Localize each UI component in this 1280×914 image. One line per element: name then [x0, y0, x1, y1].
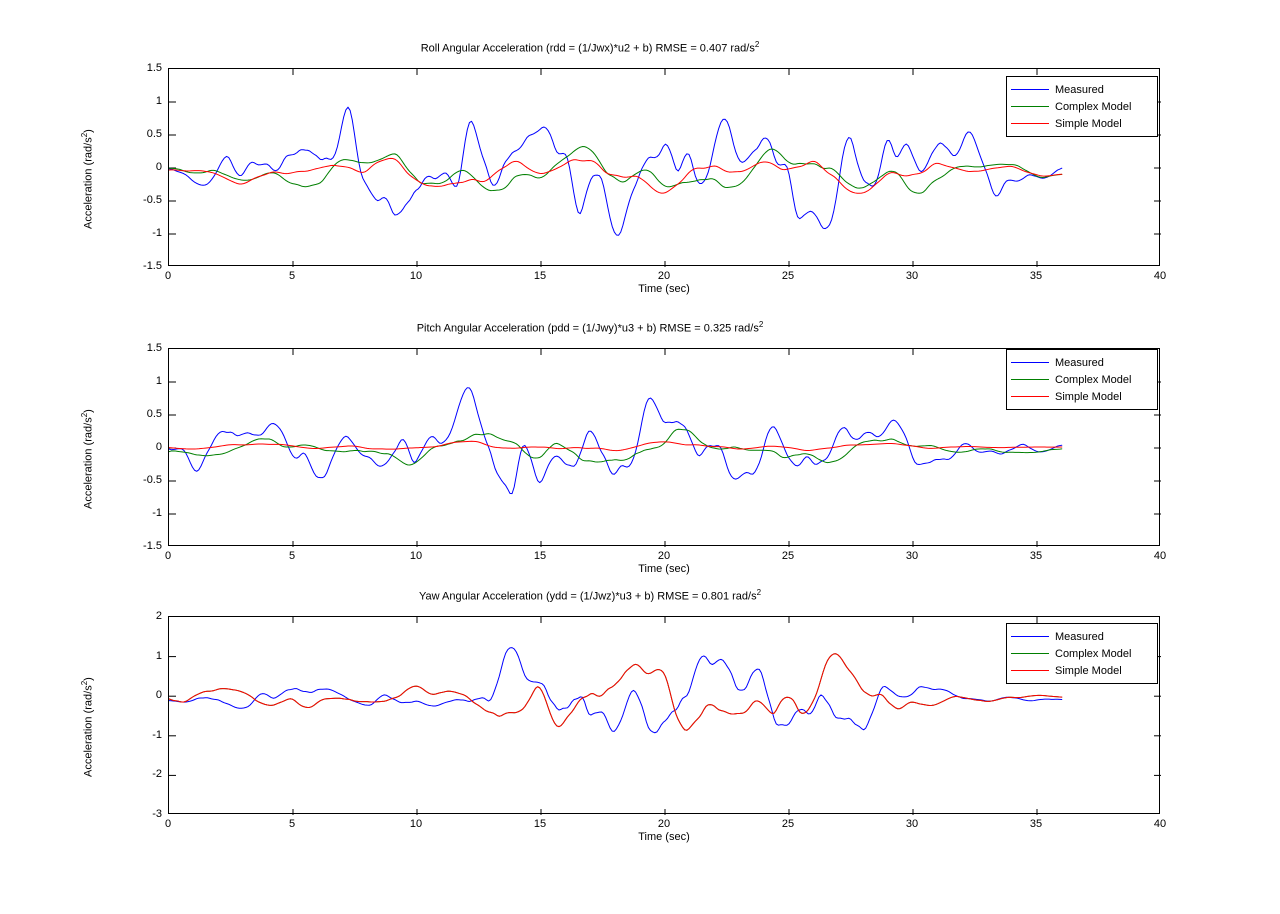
- series-measured: [169, 647, 1063, 734]
- xtick-label: 15: [533, 550, 547, 562]
- legend-line-complex: [1011, 379, 1049, 380]
- xtick-label: 30: [905, 550, 919, 562]
- legend-roll[interactable]: Measured Complex Model Simple Model: [1006, 76, 1158, 137]
- xtick-label: 15: [533, 818, 547, 830]
- legend-entry-measured[interactable]: Measured: [1011, 81, 1151, 98]
- legend-entry-simple[interactable]: Simple Model: [1011, 115, 1151, 132]
- ytick-label: 0.5: [146, 408, 162, 420]
- ytick-label: 1: [155, 95, 162, 107]
- legend-label-simple: Simple Model: [1055, 390, 1122, 403]
- x-axis-label-yaw: Time (sec): [638, 831, 690, 843]
- series-simple: [169, 653, 1063, 731]
- xtick-label: 10: [409, 270, 423, 282]
- xtick-label: 10: [409, 818, 423, 830]
- legend-entry-complex[interactable]: Complex Model: [1011, 371, 1151, 388]
- legend-pitch[interactable]: Measured Complex Model Simple Model: [1006, 349, 1158, 410]
- xtick-label: 5: [288, 270, 296, 282]
- legend-entry-complex[interactable]: Complex Model: [1011, 98, 1151, 115]
- xtick-label: 5: [288, 818, 296, 830]
- ytick-label: 0: [155, 161, 162, 173]
- x-axis-label-pitch: Time (sec): [638, 563, 690, 575]
- xtick-label: 30: [905, 818, 919, 830]
- ytick-label: -1.5: [143, 260, 162, 272]
- ytick-label: 2: [155, 610, 162, 622]
- legend-entry-simple[interactable]: Simple Model: [1011, 388, 1151, 405]
- series-complex: [169, 146, 1063, 194]
- xtick-label: 35: [1029, 270, 1043, 282]
- legend-label-measured: Measured: [1055, 356, 1104, 369]
- series-complex: [169, 653, 1063, 731]
- legend-line-measured: [1011, 89, 1049, 90]
- series-measured: [169, 387, 1063, 495]
- legend-line-measured: [1011, 362, 1049, 363]
- xtick-label: 15: [533, 270, 547, 282]
- legend-label-complex: Complex Model: [1055, 100, 1132, 113]
- subplot-title-yaw: Yaw Angular Acceleration (ydd = (1/Jwz)*…: [418, 588, 762, 603]
- plot-area-roll: [168, 68, 1161, 267]
- ytick-label: 0.5: [146, 128, 162, 140]
- legend-line-simple: [1011, 123, 1049, 124]
- y-axis-label-yaw: Acceleration (rad/s2): [80, 677, 95, 777]
- legend-yaw[interactable]: Measured Complex Model Simple Model: [1006, 623, 1158, 684]
- xtick-label: 35: [1029, 550, 1043, 562]
- xtick-label: 0: [164, 550, 172, 562]
- x-axis-label-roll: Time (sec): [638, 283, 690, 295]
- legend-line-simple: [1011, 670, 1049, 671]
- xtick-label: 25: [781, 270, 795, 282]
- ytick-label: 0: [155, 441, 162, 453]
- legend-line-measured: [1011, 636, 1049, 637]
- legend-label-measured: Measured: [1055, 83, 1104, 96]
- legend-label-measured: Measured: [1055, 630, 1104, 643]
- legend-line-complex: [1011, 653, 1049, 654]
- xtick-label: 25: [781, 550, 795, 562]
- series-simple: [169, 440, 1063, 452]
- ytick-label: -0.5: [143, 474, 162, 486]
- legend-label-simple: Simple Model: [1055, 117, 1122, 130]
- ytick-label: -1: [152, 227, 162, 239]
- xtick-label: 40: [1153, 270, 1167, 282]
- ytick-label: -0.5: [143, 194, 162, 206]
- series-simple: [169, 157, 1063, 194]
- ytick-label: 1: [155, 375, 162, 387]
- legend-entry-simple[interactable]: Simple Model: [1011, 662, 1151, 679]
- xtick-label: 20: [657, 550, 671, 562]
- xtick-label: 35: [1029, 818, 1043, 830]
- ytick-label: 1: [155, 649, 162, 662]
- ytick-label: -1.5: [143, 540, 162, 552]
- xtick-label: 10: [409, 550, 423, 562]
- legend-line-complex: [1011, 106, 1049, 107]
- subplot-title-pitch: Pitch Angular Acceleration (pdd = (1/Jwy…: [416, 320, 764, 335]
- plot-area-yaw: [168, 616, 1161, 815]
- ytick-label: -1: [152, 728, 162, 741]
- xtick-label: 20: [657, 270, 671, 282]
- ytick-label: 0: [155, 689, 162, 702]
- xtick-label: 0: [164, 270, 172, 282]
- xtick-label: 20: [657, 818, 671, 830]
- xtick-label: 25: [781, 818, 795, 830]
- xtick-label: 40: [1153, 818, 1167, 830]
- ytick-label: -1: [152, 507, 162, 519]
- ytick-label: -3: [152, 808, 162, 820]
- ytick-label: 1.5: [146, 342, 162, 354]
- legend-line-simple: [1011, 396, 1049, 397]
- legend-label-simple: Simple Model: [1055, 664, 1122, 677]
- ytick-label: -2: [152, 768, 162, 781]
- xtick-label: 5: [288, 550, 296, 562]
- legend-entry-complex[interactable]: Complex Model: [1011, 645, 1151, 662]
- ytick-label: 1.5: [146, 62, 162, 74]
- legend-entry-measured[interactable]: Measured: [1011, 354, 1151, 371]
- legend-entry-measured[interactable]: Measured: [1011, 628, 1151, 645]
- legend-label-complex: Complex Model: [1055, 373, 1132, 386]
- xtick-label: 40: [1153, 550, 1167, 562]
- xtick-label: 0: [164, 818, 172, 830]
- series-measured: [169, 106, 1063, 236]
- plot-area-pitch: [168, 348, 1161, 547]
- subplot-title-roll: Roll Angular Acceleration (rdd = (1/Jwx)…: [420, 40, 760, 55]
- legend-label-complex: Complex Model: [1055, 647, 1132, 660]
- xtick-label: 30: [905, 270, 919, 282]
